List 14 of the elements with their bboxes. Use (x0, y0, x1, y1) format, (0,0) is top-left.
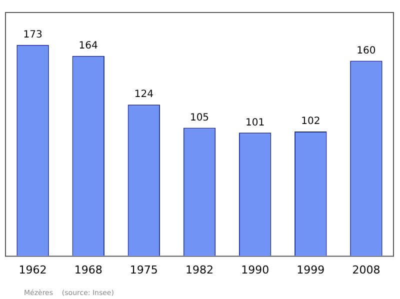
x-tick-label: 1990 (241, 263, 270, 276)
data-label: 105 (190, 112, 210, 124)
x-tick-label: 2008 (352, 263, 380, 276)
data-label: 173 (23, 30, 42, 41)
x-tick-label: 1982 (186, 263, 214, 276)
x-tick-label: 1975 (130, 263, 158, 276)
x-tick-label: 1962 (18, 263, 47, 276)
data-label: 102 (301, 116, 320, 128)
x-tick-label: 1999 (296, 263, 325, 276)
data-label: 124 (134, 89, 154, 100)
data-label: 160 (356, 45, 376, 56)
data-label: 101 (246, 117, 265, 128)
x-tick-label: 1968 (74, 263, 102, 276)
data-label: 164 (78, 40, 98, 52)
